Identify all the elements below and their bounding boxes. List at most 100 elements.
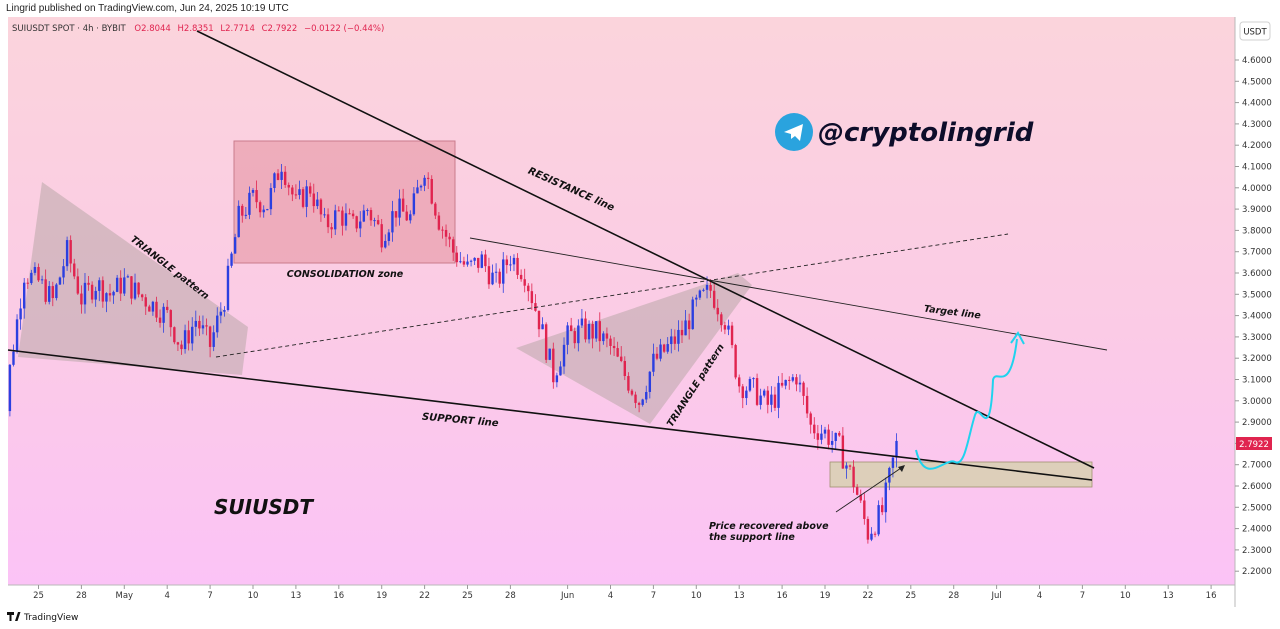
candle-body: [780, 382, 784, 386]
candle-body: [55, 284, 58, 299]
candle-body: [477, 257, 480, 268]
candle-body: [502, 259, 505, 284]
candle-body: [23, 282, 26, 309]
candle-body: [291, 187, 294, 195]
candle-body: [434, 203, 437, 216]
candle-body: [895, 440, 898, 458]
x-tick-label: 10: [248, 591, 259, 601]
watermark-handle: @cryptolingrid: [818, 118, 1034, 148]
y-tick-label: 4.5000: [1242, 77, 1272, 87]
candle-body: [798, 382, 802, 385]
x-tick-label: 10: [691, 591, 702, 601]
candle-body: [730, 325, 734, 346]
candle-body: [830, 440, 834, 445]
candle-body: [541, 324, 544, 330]
candle-body: [591, 323, 594, 339]
candle-body: [687, 320, 691, 330]
candle-body: [734, 345, 737, 378]
candle-body: [698, 290, 702, 298]
candle-body: [155, 301, 158, 318]
candle-body: [441, 229, 444, 231]
candle-body: [595, 321, 598, 339]
candle-body: [459, 261, 462, 263]
candle-body: [584, 318, 587, 340]
x-tick-label: 10: [1120, 591, 1131, 601]
x-tick-label: 13: [734, 591, 745, 601]
y-tick-label: 2.3000: [1242, 546, 1272, 556]
candle-body: [494, 271, 498, 273]
candle-body: [537, 310, 541, 330]
candle-body: [251, 190, 255, 193]
candle-body: [112, 291, 115, 296]
candle-body: [287, 184, 290, 188]
candle-body: [180, 344, 183, 350]
y-tick-label: 4.3000: [1242, 120, 1272, 130]
telegram-plane-icon: [784, 124, 803, 141]
chart-panel[interactable]: SUIUSDT SPOT · 4h · BYBIT O2.8044 H2.835…: [0, 17, 1280, 629]
projection-path: [915, 338, 1018, 470]
candle-body: [648, 371, 652, 392]
candle-body: [12, 351, 15, 365]
candle-body: [8, 364, 12, 412]
candle-body: [530, 291, 534, 304]
x-tick-label: 7: [1080, 591, 1085, 601]
price-chart[interactable]: SUIUSDT SPOT · 4h · BYBIT O2.8044 H2.835…: [0, 17, 1280, 629]
candle-body: [616, 348, 619, 357]
candle-body: [334, 210, 337, 230]
last-price-label: 2.7922: [1239, 440, 1269, 450]
candle-body: [881, 505, 884, 513]
candle-body: [430, 178, 433, 204]
y-tick-label: 2.7000: [1242, 461, 1272, 471]
candle-body: [351, 213, 355, 217]
y-tick-label: 3.8000: [1242, 226, 1272, 236]
x-tick-label: 25: [462, 591, 473, 601]
candle-body: [219, 311, 223, 316]
candle-body: [412, 193, 416, 215]
candle-body: [51, 286, 54, 299]
candle-body: [244, 214, 248, 216]
x-tick-label: 16: [333, 591, 344, 601]
candle-body: [151, 301, 155, 312]
candle-body: [602, 333, 605, 342]
candle-body: [745, 390, 748, 399]
candle-body: [48, 286, 51, 302]
y-tick-label: 3.7000: [1242, 248, 1272, 258]
candle-body: [362, 210, 366, 222]
candle-body: [784, 379, 787, 386]
currency-button[interactable]: USDT: [1239, 21, 1271, 41]
candle-body: [205, 325, 208, 327]
label-price-note-2: the support line: [709, 532, 795, 543]
candle-body: [330, 227, 333, 230]
price-note-arrow: [835, 465, 905, 513]
axes: 4.6000 4.5000 4.4000 4.3000 4.2000 4.1000 4.00…: [33, 56, 1272, 601]
x-tick-label: 13: [1163, 591, 1174, 601]
y-tick-label: 3.1000: [1242, 376, 1272, 386]
candle-body: [859, 494, 862, 501]
support-line: [7, 349, 1093, 481]
candle-body: [173, 327, 176, 343]
candle-body: [301, 189, 305, 207]
candle-body: [58, 277, 62, 285]
candle-body: [115, 277, 119, 292]
candle-body: [852, 466, 855, 488]
candle-body: [684, 320, 687, 336]
candle-body: [30, 272, 33, 284]
candle-body: [580, 318, 584, 326]
candle-body: [552, 348, 555, 383]
x-tick-label: 28: [505, 591, 516, 601]
candle-body: [555, 375, 559, 383]
candle-body: [208, 326, 212, 347]
candle-body: [805, 395, 809, 414]
candle-body: [401, 198, 405, 212]
price-note-arrowhead: [898, 465, 905, 472]
candle-body: [873, 533, 877, 535]
candle-body: [237, 205, 240, 238]
candle-body: [466, 261, 469, 265]
candle-body: [80, 293, 83, 305]
candle-body: [119, 277, 122, 294]
candle-body: [863, 500, 866, 519]
candle-body: [419, 185, 423, 188]
candle-body: [691, 299, 694, 330]
candle-body: [187, 330, 190, 344]
candle-body: [62, 266, 65, 278]
